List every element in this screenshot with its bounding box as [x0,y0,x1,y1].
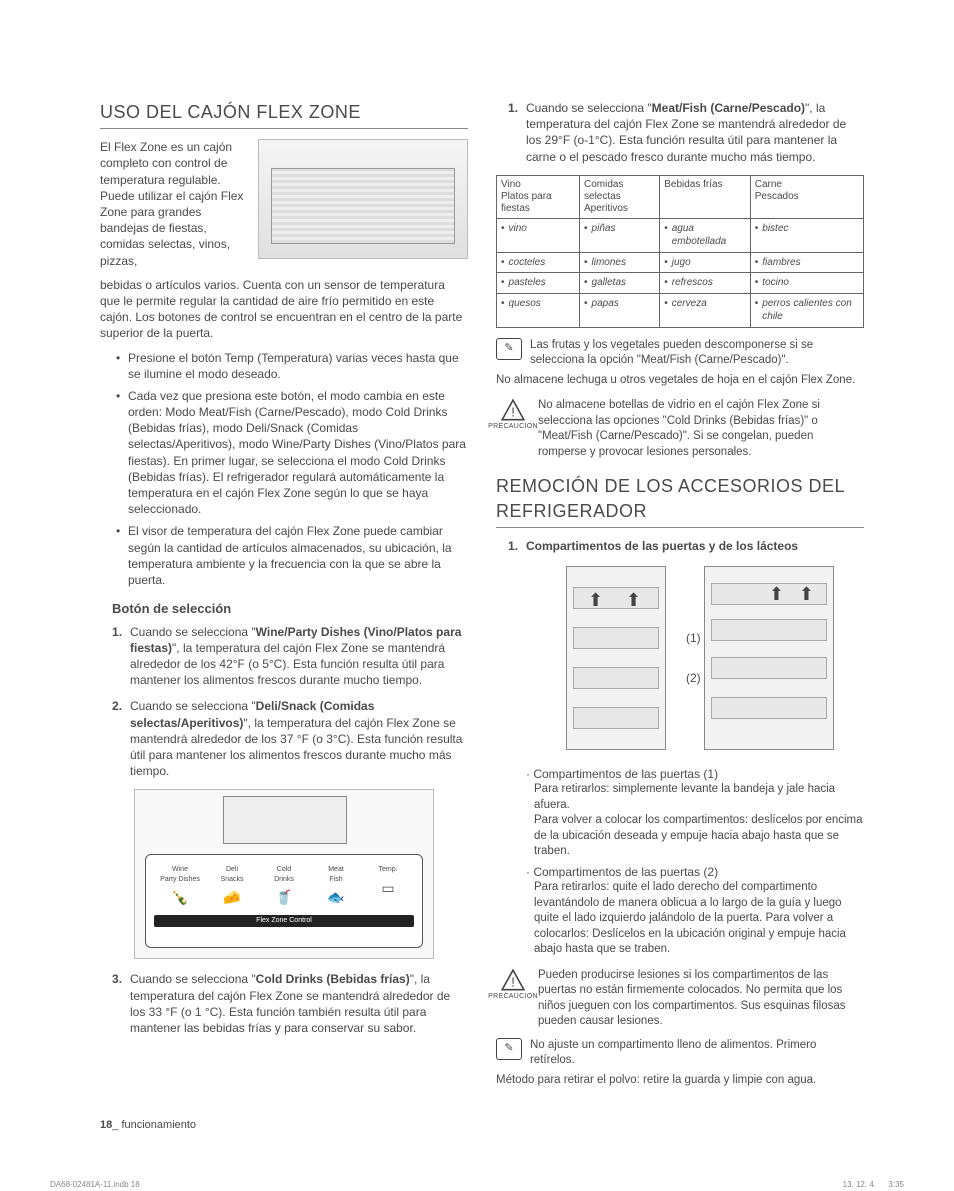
flex-zone-drawer-illustration [258,139,468,259]
sub-body: Para retirarlos: simplemente levante la … [526,782,864,860]
note-continuation: No almacene lechuga u otros vegetales de… [496,373,864,389]
selection-item: Cuando se selecciona "Cold Drinks (Bebid… [112,971,468,1036]
callout-1: (1) [686,630,701,646]
drink-icon: 🥤 [261,888,307,907]
door-compartments-illustration: ⬆ ⬆ ⬆ ⬆ (1) (2) [526,560,864,760]
caution-label: PRECAUCION [488,422,538,431]
page-footer: 18_ funcionamiento DA68-02481A-11.indb 1… [100,1118,864,1133]
note-block: ✎ No ajuste un compartimento lleno de al… [496,1038,864,1069]
deli-icon: 🧀 [209,888,255,907]
caution-block: ! PRECAUCION Pueden producirse lesiones … [496,968,864,1030]
heading-selection-button: Botón de selección [112,600,468,618]
note-icon: ✎ [496,338,522,360]
table-header: Bebidas frías [660,175,751,218]
selection-item: Cuando se selecciona "Meat/Fish (Carne/P… [508,100,864,165]
caution-label: PRECAUCION [488,992,538,1001]
bullet-item: Presione el botón Temp (Temperatura) var… [116,350,468,382]
note-icon: ✎ [496,1038,522,1060]
accessory-item: Compartimentos de las puertas y de los l… [508,538,864,958]
warning-icon: ! [500,398,526,424]
control-panel-illustration: Wine Party Dishes🍾 Deli Snacks🧀 Cold Dri… [134,789,434,959]
table-header: Vino Platos para fiestas [497,175,580,218]
intro-text-2: bebidas o artículos varios. Cuenta con u… [100,277,468,342]
sub-heading: · Compartimentos de las puertas (2) [526,864,864,880]
warning-icon: ! [500,968,526,994]
selection-item: Cuando se selecciona "Wine/Party Dishes … [112,624,468,689]
note-continuation: Método para retirar el polvo: retire la … [496,1073,864,1089]
callout-2: (2) [686,670,701,686]
table-header: Comidas selectas Aperitivos [580,175,660,218]
wine-icon: 🍾 [157,888,203,907]
svg-text:!: ! [511,405,515,420]
heading-remove-accessories: REMOCIÓN DE LOS ACCESORIOS DEL REFRIGERA… [496,474,864,528]
bullet-item: El visor de temperatura del cajón Flex Z… [116,523,468,588]
sub-heading: · Compartimentos de las puertas (1) [526,766,864,782]
heading-flex-zone: USO DEL CAJÓN FLEX ZONE [100,100,468,129]
meat-icon: 🐟 [313,888,359,907]
table-header: Carne Pescados [750,175,863,218]
selection-item: Cuando se selecciona "Deli/Snack (Comida… [112,698,468,779]
note-block: ✎ Las frutas y los vegetales pueden desc… [496,338,864,369]
caution-block: ! PRECAUCION No almacene botellas de vid… [496,398,864,460]
svg-text:!: ! [511,974,515,989]
sub-body: Para retirarlos: quite el lado derecho d… [526,880,864,958]
food-table: Vino Platos para fiestas Comidas selecta… [496,175,864,328]
bullet-item: Cada vez que presiona este botón, el mod… [116,388,468,518]
